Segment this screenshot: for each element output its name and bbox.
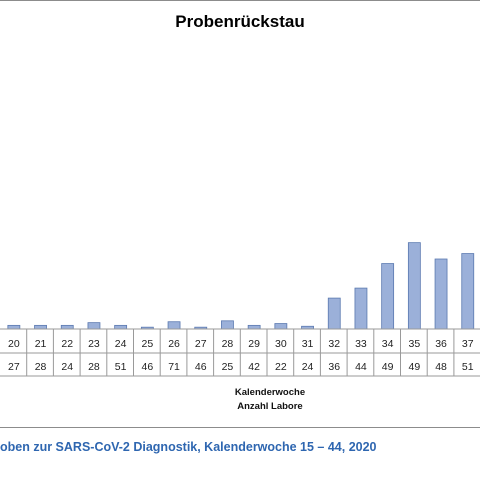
lab-count-kw-34: 49 <box>382 361 394 373</box>
chart-frame <box>0 0 480 428</box>
bar-kw-37 <box>461 253 475 330</box>
lab-count-kw-30: 22 <box>275 361 287 373</box>
lab-count-kw-21: 28 <box>35 361 47 373</box>
week-label-36: 36 <box>435 338 447 350</box>
week-label-28: 28 <box>222 338 234 350</box>
week-label-27: 27 <box>195 338 207 350</box>
bars-group <box>7 242 475 330</box>
x-axis-sub-label: Anzahl Labore <box>237 401 303 412</box>
bar-kw-29 <box>247 324 261 330</box>
lab-count-kw-27: 46 <box>195 361 207 373</box>
week-label-33: 33 <box>355 338 367 350</box>
week-label-23: 23 <box>88 338 100 350</box>
week-label-32: 32 <box>328 338 340 350</box>
week-label-22: 22 <box>61 338 73 350</box>
week-label-21: 21 <box>35 338 47 350</box>
bar-kw-20 <box>7 324 21 330</box>
lab-count-kw-37: 51 <box>462 361 474 373</box>
bar-kw-35 <box>407 242 421 330</box>
bar-kw-22 <box>60 324 74 330</box>
week-label-20: 20 <box>8 338 20 350</box>
lab-count-kw-20: 27 <box>8 361 20 373</box>
lab-count-labels: 27 28 24 28 51 46 71 46 25 42 22 24 36 44 49 49 48 51 <box>8 361 474 373</box>
lab-count-kw-33: 44 <box>355 361 367 373</box>
lab-count-kw-23: 28 <box>88 361 100 373</box>
lab-count-kw-26: 71 <box>168 361 180 373</box>
category-table-grid <box>0 328 480 377</box>
week-label-26: 26 <box>168 338 180 350</box>
bar-kw-36 <box>434 258 448 330</box>
bar-kw-23 <box>87 322 101 330</box>
bar-kw-26 <box>167 321 181 330</box>
lab-count-kw-22: 24 <box>61 361 73 373</box>
week-label-31: 31 <box>302 338 314 350</box>
bar-kw-24 <box>114 324 128 330</box>
week-label-35: 35 <box>409 338 421 350</box>
lab-count-kw-31: 24 <box>302 361 314 373</box>
bar-kw-30 <box>274 323 288 330</box>
bar-kw-32 <box>327 297 341 330</box>
lab-count-kw-35: 49 <box>409 361 421 373</box>
week-label-24: 24 <box>115 338 127 350</box>
week-label-37: 37 <box>462 338 474 350</box>
bar-chart: 20 21 22 23 24 25 26 27 28 29 30 31 32 33 34 35 36 37 27 2… <box>0 242 480 377</box>
week-tick-labels: 20 21 22 23 24 25 26 27 28 29 30 31 32 33 34 35 36 37 <box>8 338 474 350</box>
bar-kw-21 <box>34 324 47 330</box>
x-axis-label: Kalenderwoche <box>234 387 306 398</box>
lab-count-kw-32: 36 <box>328 361 340 373</box>
bar-kw-34 <box>381 263 395 330</box>
lab-count-kw-36: 48 <box>435 361 447 373</box>
week-label-34: 34 <box>382 338 394 350</box>
chart-title: Probenrückstau <box>175 12 305 31</box>
bar-kw-33 <box>354 287 368 330</box>
week-label-30: 30 <box>275 338 287 350</box>
lab-count-kw-25: 46 <box>142 361 154 373</box>
lab-count-kw-28: 25 <box>222 361 234 373</box>
figure-caption: oben zur SARS-CoV-2 Diagnostik, Kalender… <box>0 440 377 454</box>
lab-count-kw-29: 42 <box>248 361 260 373</box>
bar-kw-28 <box>221 320 234 330</box>
week-label-29: 29 <box>248 338 260 350</box>
week-label-25: 25 <box>142 338 154 350</box>
lab-count-kw-24: 51 <box>115 361 127 373</box>
